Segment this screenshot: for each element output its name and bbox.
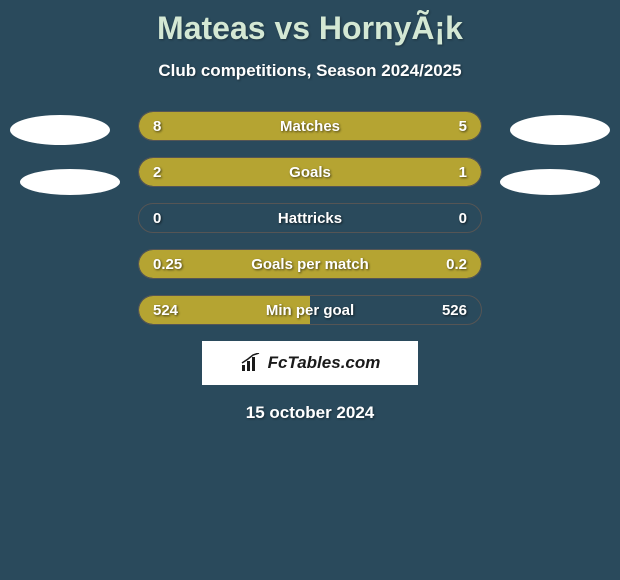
page-title: Mateas vs HornyÃ¡k <box>0 0 620 47</box>
player-right-logo-2 <box>500 169 600 195</box>
stat-value-left: 8 <box>153 118 161 135</box>
date: 15 october 2024 <box>0 403 620 423</box>
stat-value-left: 0 <box>153 210 161 227</box>
stat-value-right: 0.2 <box>446 256 467 273</box>
subtitle: Club competitions, Season 2024/2025 <box>0 61 620 81</box>
stat-value-right: 5 <box>459 118 467 135</box>
player-left-logo-2 <box>20 169 120 195</box>
stat-value-right: 1 <box>459 164 467 181</box>
stat-value-left: 2 <box>153 164 161 181</box>
stat-bar: 524 Min per goal 526 <box>138 295 482 325</box>
player-right-logo-1 <box>510 115 610 145</box>
stat-label: Goals per match <box>251 256 369 273</box>
stat-bar: 2 Goals 1 <box>138 157 482 187</box>
stat-label: Goals <box>289 164 331 181</box>
player-left-logo-1 <box>10 115 110 145</box>
stat-bar: 0.25 Goals per match 0.2 <box>138 249 482 279</box>
stat-label: Hattricks <box>278 210 342 227</box>
stat-bar: 8 Matches 5 <box>138 111 482 141</box>
stat-value-right: 0 <box>459 210 467 227</box>
stat-value-left: 524 <box>153 302 178 319</box>
logo-text: FcTables.com <box>268 353 381 373</box>
stat-bars: 8 Matches 5 2 Goals 1 0 Hattricks 0 0.25 Goals per… <box>138 111 482 325</box>
comparison-area: 8 Matches 5 2 Goals 1 0 Hattricks 0 0.25 Goals per… <box>0 111 620 423</box>
stat-label: Min per goal <box>266 302 354 319</box>
stat-bar: 0 Hattricks 0 <box>138 203 482 233</box>
fctables-logo[interactable]: FcTables.com <box>202 341 418 385</box>
stat-label: Matches <box>280 118 340 135</box>
chart-icon <box>240 353 262 373</box>
stat-value-left: 0.25 <box>153 256 182 273</box>
stat-value-right: 526 <box>442 302 467 319</box>
